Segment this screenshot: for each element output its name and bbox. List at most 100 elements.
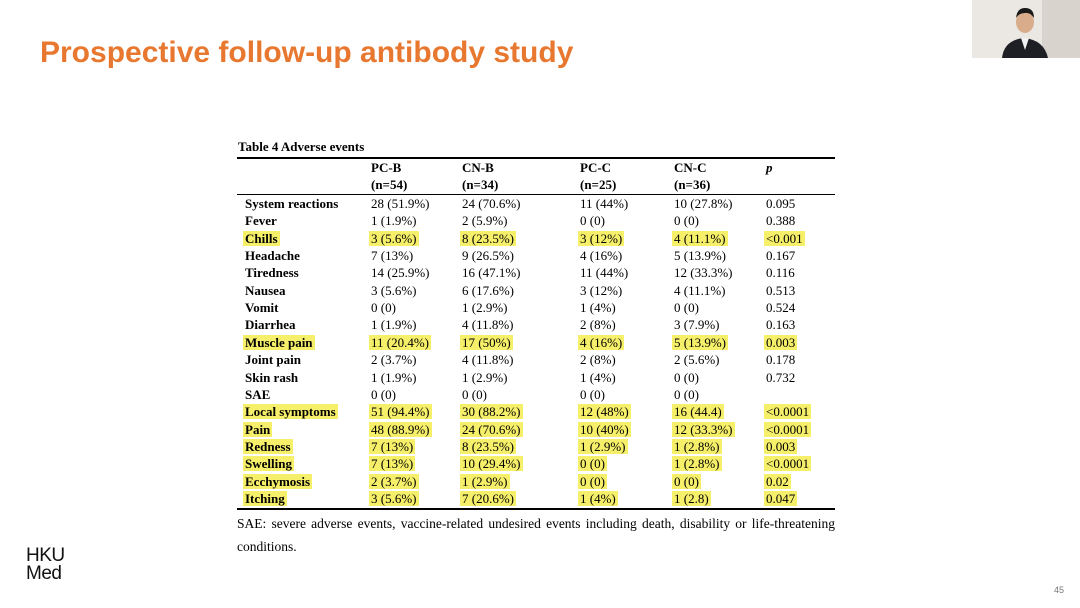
table-cell: 1 (4%) <box>578 491 618 506</box>
table-cell: 3 (5.6%) <box>371 283 417 298</box>
cell-text: 4 (11.1%) <box>672 230 728 246</box>
column-header: CN-B <box>462 160 494 175</box>
rule <box>237 194 835 195</box>
table-cell: 1 (2.9%) <box>460 473 510 489</box>
table-cell: 0.003 <box>764 438 798 454</box>
table-cell: 0 (0) <box>674 300 699 315</box>
cell-text: PC-C <box>580 160 612 175</box>
table-cell: 8 (23.5%) <box>460 438 516 454</box>
table-cell: 0 (0) <box>578 456 607 472</box>
cell-text: 24 (70.6%) <box>462 196 521 211</box>
cell-text: 2 (8%) <box>580 352 616 368</box>
logo-line: Med <box>26 563 62 584</box>
cell-text: <0.001 <box>764 230 805 246</box>
table-cell: 4 (16%) <box>580 248 622 263</box>
cell-text: Redness <box>243 438 293 454</box>
cell-text: 14 (25.9%) <box>371 265 430 281</box>
table-cell: 0 (0) <box>371 387 396 402</box>
cell-text: 0 (0) <box>462 386 487 402</box>
table-cell: 11 (44%) <box>580 265 628 280</box>
row-label: Nausea <box>245 283 285 298</box>
cell-text: Swelling <box>243 456 294 472</box>
cell-text: 3 (12%) <box>580 282 623 298</box>
cell-text: 2 (5.6%) <box>674 352 720 368</box>
cell-text: 0.02 <box>764 473 791 489</box>
table-cell: 12 (33.3%) <box>672 421 735 437</box>
cell-text: 28 (51.9%) <box>371 196 430 211</box>
cell-text: Diarrhea <box>245 317 296 333</box>
table-cell: 4 (11.1%) <box>672 230 728 246</box>
column-header: (n=34) <box>462 177 498 192</box>
table-cell: 6 (17.6%) <box>462 283 514 298</box>
table-cell: 3 (12%) <box>578 230 625 246</box>
cell-text: 4 (16%) <box>578 334 625 350</box>
cell-text: 16 (47.1%) <box>462 265 521 281</box>
cell-text: 0.003 <box>764 334 798 350</box>
table-cell: <0.0001 <box>764 404 812 420</box>
table-cell: 1 (4%) <box>580 370 616 385</box>
table-cell: 2 (8%) <box>580 317 616 332</box>
cell-text: 2 (3.7%) <box>371 352 417 368</box>
column-header: p <box>766 160 773 175</box>
cell-text: 11 (20.4%) <box>369 334 432 350</box>
cell-text: Ecchymosis <box>243 473 312 489</box>
column-header: (n=25) <box>580 177 616 192</box>
cell-text: 3 (7.9%) <box>674 317 720 333</box>
table-cell: 5 (13.9%) <box>672 334 728 350</box>
cell-text: 1 (4%) <box>578 491 618 506</box>
table-cell: 0.116 <box>766 265 795 280</box>
table-cell: 2 (8%) <box>580 352 616 367</box>
cell-text: 0 (0) <box>578 456 607 472</box>
table-cell: 9 (26.5%) <box>462 248 514 263</box>
row-label: Skin rash <box>245 370 298 385</box>
cell-text: <0.0001 <box>764 421 812 437</box>
table-cell: 1 (2.9%) <box>462 300 508 315</box>
column-header: CN-C <box>674 160 707 175</box>
table-cell: 1 (1.9%) <box>371 317 417 332</box>
row-label: Headache <box>245 248 300 263</box>
cell-text: 1 (1.9%) <box>371 369 417 385</box>
cell-text: System reactions <box>245 196 339 211</box>
cell-text: 0.388 <box>766 213 796 229</box>
table-cell: 7 (13%) <box>371 248 413 263</box>
table-cell: 14 (25.9%) <box>371 265 430 280</box>
cell-text: 0.047 <box>764 491 798 506</box>
cell-text: 0.178 <box>766 352 796 368</box>
cell-text: 10 (29.4%) <box>460 456 523 472</box>
table-cell: 11 (44%) <box>580 196 628 211</box>
cell-text: Skin rash <box>245 369 299 385</box>
table-cell: 16 (44.4) <box>672 404 724 420</box>
column-header: PC-B <box>371 160 401 175</box>
table-cell: 4 (16%) <box>578 334 625 350</box>
row-label: Chills <box>243 230 280 246</box>
cell-text: 0.524 <box>766 300 796 316</box>
row-label: Vomit <box>245 300 278 315</box>
cell-text: Chills <box>243 230 280 246</box>
cell-text: 0.116 <box>766 265 795 281</box>
cell-text: 0.732 <box>766 369 796 385</box>
table-cell: 0.163 <box>766 317 795 332</box>
cell-text: 0 (0) <box>580 386 605 402</box>
cell-text: (n=25) <box>580 177 617 192</box>
cell-text: 0.095 <box>766 196 796 211</box>
cell-text: 2 (3.7%) <box>369 473 419 489</box>
cell-text: 8 (23.5%) <box>460 230 516 246</box>
cell-text: 12 (33.3%) <box>672 421 735 437</box>
cell-text: 7 (13%) <box>369 456 416 472</box>
cell-text: 11 (44%) <box>580 196 629 211</box>
cell-text: 9 (26.5%) <box>462 248 514 264</box>
table-cell: 0.047 <box>764 491 798 506</box>
cell-text: Muscle pain <box>243 334 315 350</box>
cell-text: Local symptoms <box>243 404 338 420</box>
webcam-image <box>972 0 1080 58</box>
table-cell: 0.095 <box>766 196 795 211</box>
table-cell: 24 (70.6%) <box>462 196 521 211</box>
logo: HKU Med <box>26 546 65 584</box>
table-cell: 0 (0) <box>674 370 699 385</box>
cell-text: 16 (44.4) <box>672 404 724 420</box>
table-cell: 1 (2.8%) <box>672 456 722 472</box>
cell-text: 7 (20.6%) <box>460 491 516 506</box>
table-cell: 0 (0) <box>578 473 607 489</box>
cell-text: SAE <box>245 386 271 402</box>
table-cell: 2 (5.6%) <box>674 352 720 367</box>
